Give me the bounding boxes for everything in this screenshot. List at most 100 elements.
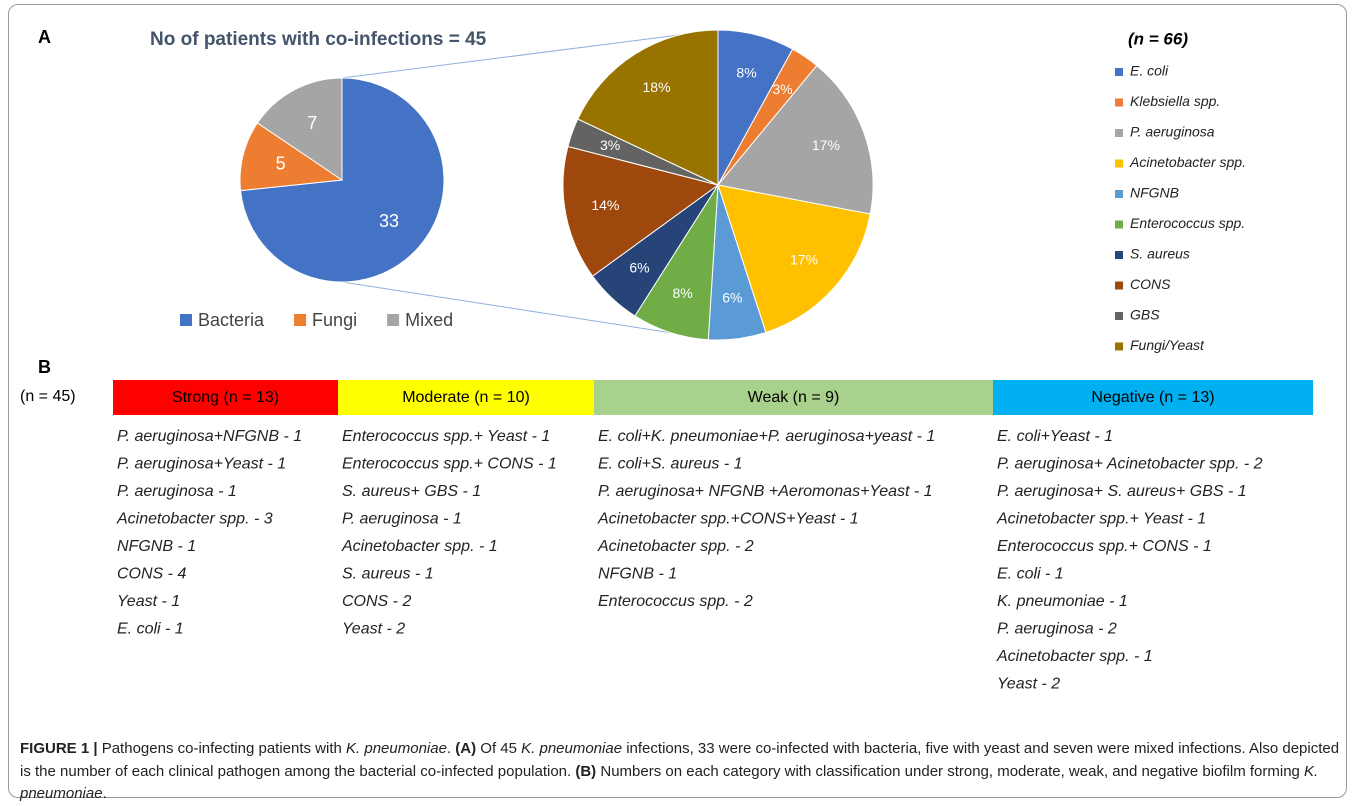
connector <box>341 281 719 341</box>
chart-title: No of patients with co-infections = 45 <box>150 29 487 50</box>
category-header <box>594 380 993 415</box>
caption-text: Numbers on each category with classifica… <box>596 762 1305 780</box>
category-item: Acinetobacter spp.+CONS+Yeast - 1 <box>597 511 859 528</box>
category-item: E. coli - 1 <box>117 621 184 638</box>
legend-swatch <box>1115 220 1123 229</box>
category-item: Acinetobacter spp. - 1 <box>341 538 498 555</box>
legend-label: Fungi/Yeast <box>1130 337 1205 353</box>
category-item: Yeast - 2 <box>997 676 1060 693</box>
category-item: Enterococcus spp.+ CONS - 1 <box>342 456 557 473</box>
pie-slice <box>717 64 874 215</box>
connector <box>341 29 719 79</box>
legend-label: S. aureus <box>1130 246 1190 262</box>
category-item: CONS - 4 <box>117 566 186 583</box>
category-item: K. pneumoniae - 1 <box>997 593 1128 610</box>
figure-frame <box>8 4 1347 798</box>
category-item: E. coli+S. aureus - 1 <box>598 456 743 473</box>
legend-swatch <box>1115 190 1123 198</box>
category-item: Acinetobacter spp. - 1 <box>996 648 1153 665</box>
legend-swatch <box>1115 98 1123 107</box>
legend-label: CONS <box>1130 276 1171 292</box>
caption: FIGURE 1 | Pathogens co-infecting patien… <box>20 738 1340 806</box>
figure: A No of patients with co-infections = 45… <box>20 27 1313 693</box>
category-item: NFGNB - 1 <box>598 566 677 583</box>
category-header <box>338 380 594 415</box>
legend-swatch <box>1115 251 1123 259</box>
caption-text: Pathogens co-infecting patients with <box>97 740 347 757</box>
caption-text: . <box>446 740 456 757</box>
caption-text: . <box>102 785 107 802</box>
category-label: Negative (n = 13) <box>1091 389 1214 406</box>
category-item: NFGNB - 1 <box>117 538 196 555</box>
category-item: P. aeruginosa+ NFGNB +Aeromonas+Yeast - … <box>598 483 933 500</box>
category-item: Enterococcus spp.+ CONS - 1 <box>997 538 1212 555</box>
legend-swatch <box>180 314 192 326</box>
caption-text: K. pneumoniae <box>521 740 623 757</box>
category-header <box>113 380 338 415</box>
category-item: Yeast - 1 <box>117 593 180 610</box>
legend-swatch <box>1115 312 1123 320</box>
slice-label: 3% <box>772 81 792 97</box>
category-item: E. coli+K. pneumoniae+P. aeruginosa+yeas… <box>598 428 935 445</box>
slice-label: 7 <box>307 113 317 133</box>
caption-text: K. pneumoniae <box>20 762 1319 803</box>
slice-label: 17% <box>790 252 818 268</box>
pie-slice <box>239 122 344 192</box>
category-item: Yeast - 2 <box>342 621 405 638</box>
category-item: CONS - 2 <box>342 593 411 610</box>
slice-label: 5 <box>276 153 286 173</box>
pie-slice <box>256 77 343 181</box>
pie-slice <box>717 184 871 334</box>
slice-label: 8% <box>672 285 692 301</box>
caption-text: FIGURE 1 | <box>20 740 98 757</box>
category-item: P. aeruginosa - 1 <box>117 483 237 500</box>
slice-label: 33 <box>379 211 399 231</box>
legend-label: Acinetobacter spp. <box>1129 154 1246 170</box>
legend-label: E. coli <box>1130 63 1169 79</box>
legend-swatch <box>1115 68 1123 76</box>
caption-text: (B) <box>575 762 597 780</box>
legend-label: Enterococcus spp. <box>1130 215 1245 231</box>
category-item: S. aureus - 1 <box>342 566 434 583</box>
caption-text: (A) <box>455 740 477 757</box>
category-item: P. aeruginosa+ S. aureus+ GBS - 1 <box>997 483 1247 500</box>
category-label: Strong (n = 13) <box>172 389 279 406</box>
category-item: S. aureus+ GBS - 1 <box>342 483 481 500</box>
slice-label: 14% <box>591 197 619 213</box>
legend-label: Fungi <box>312 310 357 330</box>
category-item: Acinetobacter spp.+ Yeast - 1 <box>996 511 1206 528</box>
legend-swatch <box>387 314 400 326</box>
category-item: E. coli+Yeast - 1 <box>997 428 1113 445</box>
category-item: E. coli - 1 <box>997 566 1064 583</box>
pie-slice <box>562 145 720 277</box>
category-item: Enterococcus spp. - 2 <box>598 593 753 610</box>
category-item: P. aeruginosa - 1 <box>342 511 462 528</box>
category-label: Moderate (n = 10) <box>402 389 530 406</box>
legend-label: Bacteria <box>198 310 265 330</box>
category-item: P. aeruginosa+ Acinetobacter spp. - 2 <box>997 456 1263 473</box>
slice-label: 8% <box>736 65 756 81</box>
category-item: P. aeruginosa+Yeast - 1 <box>117 456 286 473</box>
slice-label: 18% <box>643 79 671 95</box>
category-item: P. aeruginosa - 2 <box>997 621 1117 638</box>
category-header <box>993 380 1313 415</box>
category-label: Weak (n = 9) <box>748 389 840 406</box>
legend-swatch <box>294 314 307 326</box>
legend-label: Mixed <box>405 310 453 330</box>
n-label: (n = 45) <box>20 388 76 405</box>
legend-label: P. aeruginosa <box>1130 124 1215 140</box>
legend-label: GBS <box>1130 307 1160 323</box>
category-item: Acinetobacter spp. - 2 <box>597 538 754 555</box>
slice-label: 6% <box>629 259 649 275</box>
panel-label: B <box>38 357 51 377</box>
slice-label: 3% <box>600 137 620 153</box>
category-item: P. aeruginosa+NFGNB - 1 <box>117 428 302 445</box>
legend-swatch <box>1115 159 1123 168</box>
legend-swatch <box>1115 129 1123 137</box>
category-item: Acinetobacter spp. - 3 <box>116 511 273 528</box>
category-item: Enterococcus spp.+ Yeast - 1 <box>342 428 550 445</box>
slice-label: 6% <box>722 289 742 305</box>
legend-swatch <box>1115 281 1123 290</box>
caption-text: Of 45 <box>476 740 522 757</box>
